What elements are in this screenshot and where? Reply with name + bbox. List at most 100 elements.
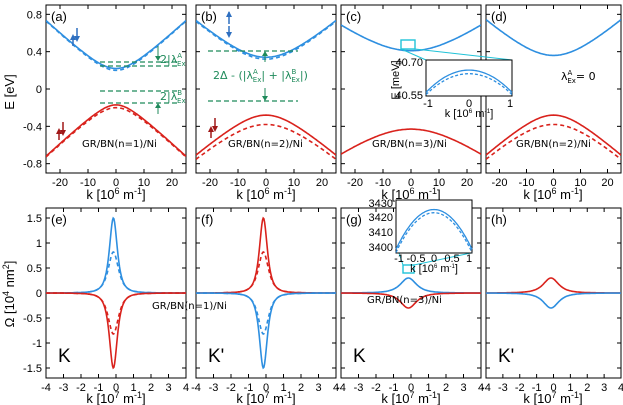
inset-c-xlabel: k [106 m-1]	[445, 108, 494, 120]
xtick-label-top: 20	[166, 177, 178, 189]
xtick-label-top: 10	[433, 177, 445, 189]
xtick-label-bot: 1	[280, 382, 286, 394]
annot-gap-A: A	[253, 68, 258, 76]
xlabel-h-exp2: -1	[571, 390, 579, 400]
ytick-label-bot: 0.5	[27, 263, 42, 275]
xtick-label-top: 20	[316, 177, 328, 189]
annot-lambda-A: 2|λA Ex	[160, 52, 186, 68]
inset-c-frame	[425, 59, 513, 97]
ytick-label-top: 0	[36, 84, 42, 96]
panel-a-green-markers	[100, 46, 180, 114]
inset-c-zoom-box	[400, 39, 416, 50]
xlabel-b-tail: m	[270, 187, 284, 202]
xtick-label-bot: -1	[532, 382, 542, 394]
annot-gap-sub1: Ex	[253, 76, 262, 84]
xlabel-h-main: k [10	[523, 391, 551, 405]
xlabel-g-exp: 7	[410, 390, 415, 400]
xlabel-g-tail: m	[415, 391, 429, 405]
xlabel-a: k [106 m-1]	[86, 186, 145, 202]
xlabel-e-close: ]	[142, 391, 146, 405]
ytick-label-bot: -1.5	[23, 363, 42, 375]
panel-g-inset	[395, 199, 473, 274]
inset-g-xlabel-exp: 6	[434, 264, 438, 270]
xtick-label-bot: 0	[550, 382, 556, 394]
arrow-down-blue-head	[74, 36, 80, 42]
ytick-label-bot: -1	[32, 338, 42, 350]
xtick-label-bot: 0	[408, 382, 414, 394]
xlabel-a-exp2: -1	[134, 186, 142, 196]
ytick-label-top: 0.8	[27, 9, 42, 21]
bottom-ylabel-main: Ω	[2, 317, 17, 327]
xlabel-e-tail: m	[120, 391, 134, 405]
annot-lambda-A-sup: A	[177, 52, 182, 60]
panel-h-label: (h)	[491, 212, 507, 227]
top-curves	[46, 19, 621, 160]
xtick-label-bot: -1	[244, 382, 254, 394]
curve-bot-3-cond	[486, 277, 621, 294]
panel-h-valley: K'	[498, 346, 514, 367]
annot-lambda-zero-sup: A	[568, 69, 573, 77]
xlabel-b-exp2: -1	[284, 186, 292, 196]
xlabel-c-exp: 6	[410, 186, 415, 196]
inset-c-ytick-top: 40.70	[395, 57, 423, 69]
xtick-label-bot: -2	[76, 382, 86, 394]
inset-g-xtick-4: 0.5	[444, 253, 459, 265]
xlabel-f: k [107 m-1]	[236, 390, 295, 405]
annot-gap-sub2: Ex	[291, 76, 300, 84]
inset-g-connector-1	[398, 252, 404, 266]
curve-top-3-cond	[486, 19, 621, 57]
inset-g-ytick-2: 3420	[369, 212, 393, 224]
arrow-up-red-head	[56, 128, 62, 134]
xlabel-a-close: ]	[142, 187, 146, 202]
panel-a-label: (a)	[51, 9, 67, 24]
xtick-label-top: -10	[519, 177, 535, 189]
xlabel-d-exp2: -1	[571, 186, 579, 196]
xtick-label-bot: -3	[354, 382, 364, 394]
inset-c-xtick-1: -1	[423, 98, 433, 110]
inset-c-xtick-3: 1	[507, 98, 513, 110]
xtick-label-top: 0	[113, 177, 119, 189]
xlabel-h-close: ]	[579, 391, 583, 405]
xlabel-b-main: k [10	[236, 187, 264, 202]
annot-gap-B: B	[292, 68, 297, 76]
bottom-ylabel-exp2: 2	[1, 264, 11, 269]
annot-gap: 2Δ - (|λA Ex| + |λB Ex|)	[213, 68, 308, 84]
bracket-b1-head	[262, 51, 268, 56]
inset-g-ytick-4: 3400	[369, 242, 393, 254]
annot-lambda-zero-l: λ	[561, 70, 568, 83]
xtick-label-top: -10	[80, 177, 96, 189]
xlabel-f-exp2: -1	[284, 390, 292, 400]
xtick-label-bot: -4	[41, 382, 51, 394]
xlabel-c-exp2: -1	[429, 186, 437, 196]
annot-lambda-A-sub: Ex	[177, 60, 186, 68]
xtick-label-bot: -2	[515, 382, 525, 394]
xlabel-h-tail: m	[557, 391, 571, 405]
xtick-label-bot: -4	[481, 382, 491, 394]
inset-g-xtick-1: -1	[394, 253, 404, 265]
xtick-label-top: 0	[263, 177, 269, 189]
annot-lambda-zero: λA Ex= 0	[561, 69, 596, 85]
bottom-ylabel-tail: [10	[2, 296, 17, 318]
xlabel-e-main: k [10	[86, 391, 114, 405]
xtick-label-bot: 4	[183, 382, 189, 394]
panel-c-inset	[400, 39, 513, 97]
xtick-label-bot: 2	[298, 382, 304, 394]
xtick-label-bot: -2	[371, 382, 381, 394]
annot-lambda-B: 2|λB Ex	[160, 89, 186, 105]
panel-b-structure: GR/BN(n=2)/Ni	[228, 139, 303, 150]
inset-g-connector-2	[413, 252, 472, 266]
bottom-curves	[46, 216, 621, 370]
inset-c-xtick-2: 0	[466, 98, 472, 110]
xtick-label-bot: -3	[498, 382, 508, 394]
ytick-label-top: 0.4	[27, 47, 42, 59]
xlabel-h: k [107 m-1]	[523, 390, 582, 405]
xtick-label-bot: 4	[333, 382, 339, 394]
curve-top-2-cond	[341, 24, 481, 52]
panel-f-label: (f)	[201, 212, 213, 227]
annot-lambda-B-text: 2|λ	[160, 90, 178, 103]
curve-top-0-val-spin-down	[46, 106, 186, 158]
xtick-label-bot: 3	[460, 382, 466, 394]
xtick-label-bot: 0	[263, 382, 269, 394]
top-xlabels: k [106 m-1] k [106 m-1] k [106 m-1] k [1…	[86, 186, 582, 202]
xtick-label-bot: 1	[425, 382, 431, 394]
